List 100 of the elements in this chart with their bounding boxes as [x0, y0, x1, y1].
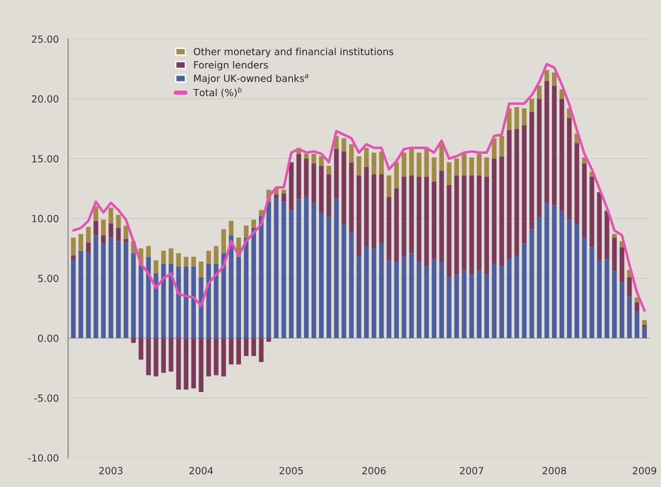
bar [319, 156, 324, 166]
bar [560, 211, 564, 338]
bar [484, 274, 490, 338]
bar [281, 202, 286, 338]
bar [522, 108, 527, 126]
bar [514, 256, 520, 338]
bar [86, 242, 91, 252]
bar [582, 163, 587, 238]
legend-label: Foreign lenders [194, 61, 268, 70]
y-tick-label: 25.00 [32, 35, 58, 43]
bar [319, 212, 324, 338]
bar [416, 176, 422, 262]
bar [161, 264, 166, 338]
bar [386, 196, 392, 260]
bar [266, 338, 272, 342]
bar [116, 241, 121, 338]
bar [544, 70, 550, 81]
bar [529, 112, 534, 230]
bar [469, 274, 474, 338]
bar [462, 270, 466, 338]
bar [326, 166, 332, 174]
bar [288, 162, 294, 210]
y-tick-label: -10.00 [28, 454, 58, 462]
bar [168, 248, 174, 264]
bar [372, 174, 376, 248]
bar [620, 282, 624, 338]
bar [191, 266, 196, 338]
bar [71, 260, 76, 338]
bar [476, 175, 482, 270]
bar [198, 262, 204, 278]
bar [312, 202, 316, 338]
bar [244, 226, 249, 238]
bar [386, 175, 392, 197]
bar [409, 175, 414, 254]
bar [446, 277, 452, 338]
bar [101, 244, 106, 338]
bar [342, 151, 346, 224]
bar [94, 220, 98, 236]
bar [108, 208, 114, 224]
bar [567, 220, 572, 338]
bar [386, 260, 392, 338]
bar [131, 253, 136, 338]
bar [394, 188, 399, 262]
bar [228, 220, 234, 236]
bar [251, 228, 256, 338]
bar [214, 338, 218, 376]
bar [552, 205, 557, 338]
bar [138, 265, 144, 338]
bar [198, 338, 204, 392]
bar [424, 149, 429, 177]
bar [168, 264, 174, 338]
bar [462, 154, 466, 176]
bar [469, 175, 474, 275]
bar [191, 338, 196, 388]
bar [116, 214, 121, 228]
bar [161, 250, 166, 264]
bar [101, 220, 106, 236]
bar [326, 174, 332, 216]
bar [597, 192, 602, 260]
bar [356, 156, 362, 176]
bar [514, 107, 520, 129]
bar [634, 302, 640, 312]
bar [627, 277, 632, 296]
bar [71, 238, 76, 256]
bar [349, 144, 354, 162]
bar [214, 246, 218, 264]
x-tick-label: 2004 [189, 466, 213, 474]
y-tick-label: 15.00 [32, 155, 58, 162]
bar [484, 176, 490, 275]
x-tick-label: 2006 [362, 466, 386, 474]
bar [108, 223, 114, 238]
bar [634, 312, 640, 338]
bar [296, 154, 302, 200]
bar [86, 226, 91, 242]
bar [176, 266, 181, 338]
bar [627, 296, 632, 338]
bar [590, 247, 594, 338]
bar [409, 253, 414, 338]
bar [349, 162, 354, 233]
bar [536, 98, 542, 218]
bar [424, 266, 429, 338]
bar [312, 154, 316, 164]
bar [168, 338, 174, 372]
bar [312, 163, 316, 203]
bar [529, 98, 534, 112]
bar [416, 152, 422, 177]
bar [394, 262, 399, 338]
bar [274, 198, 279, 338]
bar [574, 224, 580, 338]
bar [131, 338, 136, 343]
bar [281, 190, 286, 194]
bar [439, 262, 444, 338]
bar [138, 338, 144, 360]
bar [319, 166, 324, 212]
bar [251, 338, 256, 356]
bar [206, 338, 211, 376]
bar [567, 118, 572, 220]
bar [349, 232, 354, 338]
bar [590, 176, 594, 248]
bar [154, 260, 158, 274]
